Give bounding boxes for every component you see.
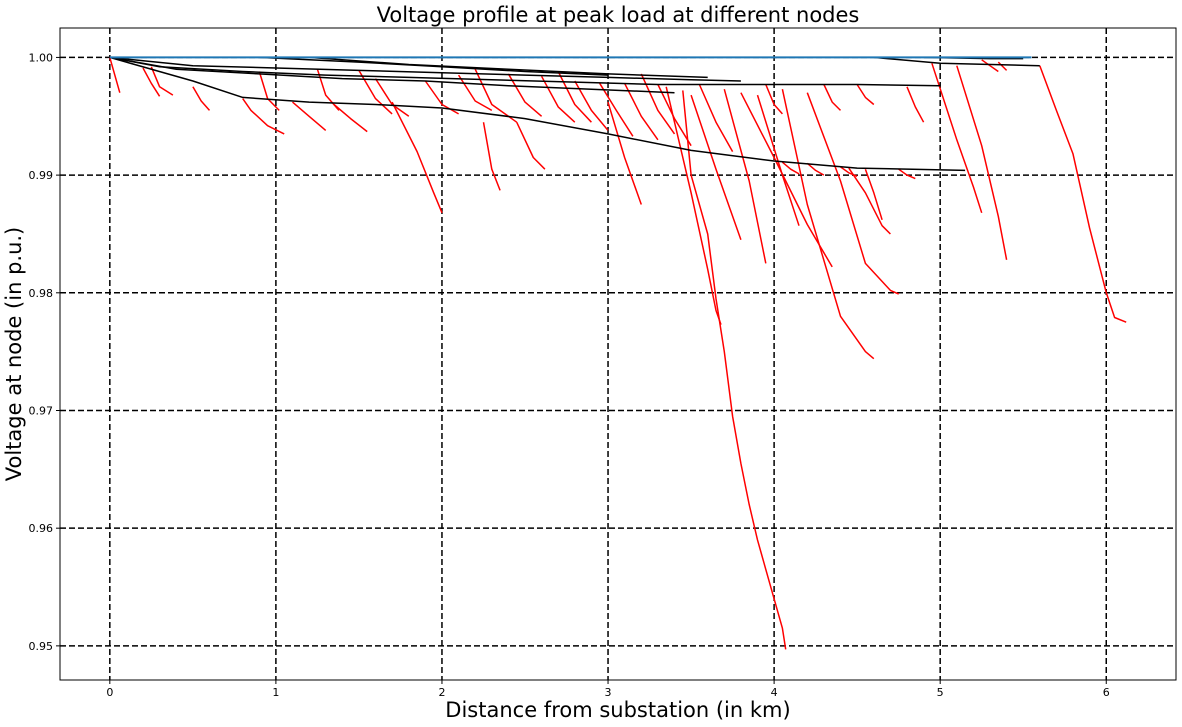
lateral-line-28 bbox=[192, 86, 211, 111]
y-tick-label: 1.00 bbox=[29, 51, 54, 64]
x-tick-label: 1 bbox=[272, 686, 279, 699]
lateral-line-40 bbox=[657, 84, 692, 147]
lateral-line-33 bbox=[424, 80, 459, 115]
primary-feeder-line-7 bbox=[873, 56, 1040, 67]
x-tick-label: 5 bbox=[937, 686, 944, 699]
lateral-line-50 bbox=[981, 59, 999, 73]
lateral-line-37 bbox=[574, 80, 609, 131]
lateral-line-19 bbox=[482, 122, 501, 191]
lateral-line-44 bbox=[856, 84, 875, 106]
lateral-line-36 bbox=[540, 75, 576, 123]
x-axis-label: Distance from substation (in km) bbox=[445, 698, 790, 722]
lateral-line-16 bbox=[956, 65, 1008, 260]
lateral-line-58 bbox=[640, 73, 676, 135]
lateral-line-11 bbox=[1039, 65, 1127, 323]
x-tick-label: 6 bbox=[1103, 686, 1110, 699]
lateral-line-52 bbox=[150, 66, 174, 96]
x-tick-label: 2 bbox=[438, 686, 445, 699]
plot-frame bbox=[59, 27, 1177, 681]
primary-feeder-line-1 bbox=[109, 56, 741, 82]
lateral-line-10 bbox=[665, 86, 722, 325]
y-tick-label: 0.99 bbox=[29, 169, 54, 182]
lateral-line-29 bbox=[242, 98, 285, 135]
lateral-line-24 bbox=[848, 167, 891, 235]
primary-feeder-line-6 bbox=[309, 56, 708, 79]
lateral-line-15 bbox=[723, 89, 767, 264]
lateral-line-12 bbox=[781, 89, 875, 360]
lateral-line-38 bbox=[599, 82, 634, 137]
x-tick-label: 0 bbox=[106, 686, 113, 699]
lateral-line-49 bbox=[898, 168, 916, 180]
y-tick-label: 0.96 bbox=[29, 522, 54, 535]
chart-title: Voltage profile at peak load at differen… bbox=[377, 3, 860, 27]
y-axis-label: Voltage at node (in p.u.) bbox=[2, 227, 26, 482]
x-tick-label: 4 bbox=[771, 686, 778, 699]
x-tick-label: 3 bbox=[605, 686, 612, 699]
series-layer bbox=[109, 56, 1127, 650]
lateral-line-17 bbox=[931, 63, 983, 214]
lateral-line-25 bbox=[864, 168, 883, 221]
lateral-line-26 bbox=[109, 57, 121, 93]
primary-feeder-line-2 bbox=[109, 56, 941, 87]
y-tick-label: 0.98 bbox=[29, 287, 54, 300]
lateral-line-13 bbox=[806, 92, 899, 295]
axis-ticks: 0 1 2 3 4 5 6 0.95 0.96 0.97 0.98 0.99 1.00 bbox=[29, 51, 1110, 699]
lateral-line-31 bbox=[333, 103, 368, 133]
lateral-line-32 bbox=[374, 78, 410, 117]
lateral-line-46 bbox=[781, 161, 800, 175]
lateral-line-14 bbox=[740, 92, 833, 268]
lateral-line-48 bbox=[840, 166, 858, 177]
lateral-line-41 bbox=[698, 84, 734, 152]
lateral-line-42 bbox=[765, 84, 783, 115]
primary-feeder-line-3 bbox=[109, 56, 675, 94]
lateral-line-43 bbox=[823, 84, 842, 111]
y-tick-label: 0.95 bbox=[29, 640, 54, 653]
lateral-line-51 bbox=[997, 61, 1008, 71]
lateral-line-39 bbox=[623, 82, 659, 141]
lateral-line-57 bbox=[557, 71, 592, 123]
lateral-line-35 bbox=[507, 73, 543, 117]
lateral-line-21 bbox=[607, 101, 643, 205]
lateral-line-23 bbox=[756, 94, 800, 226]
lateral-line-30 bbox=[292, 101, 327, 131]
lateral-line-22 bbox=[690, 94, 742, 241]
lateral-line-9 bbox=[682, 90, 787, 650]
lateral-line-18 bbox=[391, 101, 443, 214]
lateral-line-47 bbox=[806, 162, 825, 176]
lateral-line-45 bbox=[906, 86, 925, 123]
primary-feeder-line-4 bbox=[109, 56, 966, 172]
lateral-line-27 bbox=[142, 67, 161, 97]
lateral-line-20 bbox=[516, 121, 546, 170]
y-tick-label: 0.97 bbox=[29, 404, 54, 417]
grid-lines bbox=[60, 28, 1176, 680]
